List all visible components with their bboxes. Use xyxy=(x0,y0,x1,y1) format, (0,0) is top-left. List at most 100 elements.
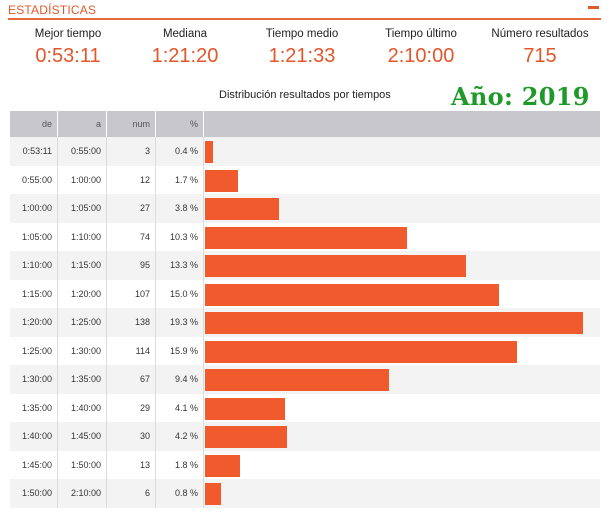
cell-count: 3 xyxy=(107,137,156,166)
bar-cell xyxy=(204,394,600,423)
distribution-bar xyxy=(205,397,286,420)
cell-percent: 0.4 % xyxy=(156,137,204,166)
cell-percent: 10.3 % xyxy=(156,222,204,251)
bar-cell xyxy=(204,166,600,195)
cell-count: 114 xyxy=(107,336,156,365)
stat-label: Tiempo último xyxy=(385,28,457,40)
bar-cell xyxy=(204,280,600,309)
cell-from: 1:10:00 xyxy=(10,251,58,280)
chart-title: Distribución resultados por tiempos xyxy=(219,89,391,101)
cell-percent: 4.2 % xyxy=(156,422,204,451)
cell-from: 1:40:00 xyxy=(10,422,58,451)
stat-label: Mediana xyxy=(162,28,208,40)
cell-from: 1:00:00 xyxy=(10,194,58,223)
table-row: 1:45:00 1:50:00 13 1.8 % xyxy=(10,450,600,480)
cell-to: 1:35:00 xyxy=(58,365,107,394)
bar-cell xyxy=(204,422,600,451)
stat-label: Tiempo medio xyxy=(265,28,339,40)
bar-cell xyxy=(204,194,600,223)
stat-label: Mejor tiempo xyxy=(34,28,102,40)
cell-count: 27 xyxy=(107,194,156,223)
stat-best-time: Mejor tiempo 0:53:11 xyxy=(8,28,128,68)
cell-percent: 13.3 % xyxy=(156,251,204,280)
collapse-icon[interactable] xyxy=(588,6,599,9)
cell-count: 13 xyxy=(107,450,156,479)
cell-to: 1:15:00 xyxy=(58,251,107,280)
distribution-bar xyxy=(205,283,500,306)
cell-percent: 0.8 % xyxy=(156,479,204,508)
cell-from: 1:05:00 xyxy=(10,222,58,251)
stat-value: 1:21:33 xyxy=(268,45,336,67)
cell-to: 1:10:00 xyxy=(58,222,107,251)
table-row: 1:15:00 1:20:00 107 15.0 % xyxy=(10,279,600,309)
cell-from: 1:15:00 xyxy=(10,279,58,308)
table-row: 1:40:00 1:45:00 30 4.2 % xyxy=(10,422,600,451)
cell-percent: 19.3 % xyxy=(156,308,204,337)
stat-value: 1:21:20 xyxy=(151,45,219,67)
stat-last-time: Tiempo último 2:10:00 xyxy=(361,28,481,68)
cell-to: 2:10:00 xyxy=(58,479,107,508)
distribution-bar xyxy=(205,454,241,477)
cell-count: 107 xyxy=(107,279,156,308)
bar-cell xyxy=(204,365,600,394)
bar-cell xyxy=(204,251,600,280)
distribution-bar xyxy=(205,369,390,391)
table-row: 0:53:11 0:55:00 3 0.4 % xyxy=(10,137,600,166)
distribution-bar xyxy=(205,169,239,192)
table-row: 1:25:00 1:30:00 114 15.9 % xyxy=(10,336,600,366)
cell-to: 0:55:00 xyxy=(58,137,107,166)
cell-to: 1:30:00 xyxy=(58,336,107,365)
distribution-bar xyxy=(205,426,288,448)
stat-value: 0:53:11 xyxy=(35,45,101,67)
stats-header: ESTADÍSTICAS xyxy=(8,0,601,20)
table-row: 1:00:00 1:05:00 27 3.8 % xyxy=(10,194,600,223)
cell-from: 0:55:00 xyxy=(10,165,58,194)
cell-from: 1:20:00 xyxy=(10,308,58,337)
cell-count: 12 xyxy=(107,165,156,194)
bar-cell xyxy=(204,308,600,337)
cell-percent: 4.1 % xyxy=(156,393,204,422)
cell-from: 1:30:00 xyxy=(10,365,58,394)
table-row: 1:30:00 1:35:00 67 9.4 % xyxy=(10,365,600,394)
stat-label: Número resultados xyxy=(491,28,589,40)
stat-result-count: Número resultados 715 xyxy=(479,28,601,68)
cell-from: 1:45:00 xyxy=(10,450,58,479)
cell-count: 95 xyxy=(107,251,156,280)
cell-count: 67 xyxy=(107,365,156,394)
table-row: 1:10:00 1:15:00 95 13.3 % xyxy=(10,251,600,280)
stat-value: 715 xyxy=(523,45,557,67)
cell-to: 1:45:00 xyxy=(58,422,107,451)
bar-cell xyxy=(204,137,600,166)
column-header-percent: % xyxy=(156,111,204,137)
cell-from: 0:53:11 xyxy=(10,137,58,166)
distribution-bar xyxy=(205,255,466,277)
summary-stats: Mejor tiempo 0:53:11 Mediana 1:21:20 Tie… xyxy=(8,28,601,78)
bar-cell xyxy=(204,337,600,366)
bar-cell xyxy=(204,223,600,252)
cell-percent: 15.0 % xyxy=(156,279,204,308)
cell-percent: 1.8 % xyxy=(156,450,204,479)
cell-to: 1:20:00 xyxy=(58,279,107,308)
cell-from: 1:25:00 xyxy=(10,336,58,365)
distribution-bar xyxy=(205,141,213,163)
cell-count: 138 xyxy=(107,308,156,337)
bar-cell xyxy=(204,451,600,480)
column-header-to: a xyxy=(58,111,107,137)
cell-percent: 3.8 % xyxy=(156,194,204,223)
distribution-bar xyxy=(205,340,517,363)
cell-from: 1:50:00 xyxy=(10,479,58,508)
table-row: 0:55:00 1:00:00 12 1.7 % xyxy=(10,165,600,195)
stat-median: Mediana 1:21:20 xyxy=(125,28,245,68)
cell-to: 1:05:00 xyxy=(58,194,107,223)
bar-cell xyxy=(204,479,600,508)
cell-to: 1:00:00 xyxy=(58,165,107,194)
stat-value: 2:10:00 xyxy=(387,45,455,67)
distribution-bar xyxy=(205,198,280,220)
year-label: Año: 2019 xyxy=(451,82,590,111)
stat-average-time: Tiempo medio 1:21:33 xyxy=(242,28,362,68)
column-header-count: num xyxy=(107,111,156,137)
cell-count: 30 xyxy=(107,422,156,451)
table-row: 1:50:00 2:10:00 6 0.8 % xyxy=(10,479,600,508)
table-row: 1:20:00 1:25:00 138 19.3 % xyxy=(10,308,600,337)
table-row: 1:05:00 1:10:00 74 10.3 % xyxy=(10,222,600,252)
